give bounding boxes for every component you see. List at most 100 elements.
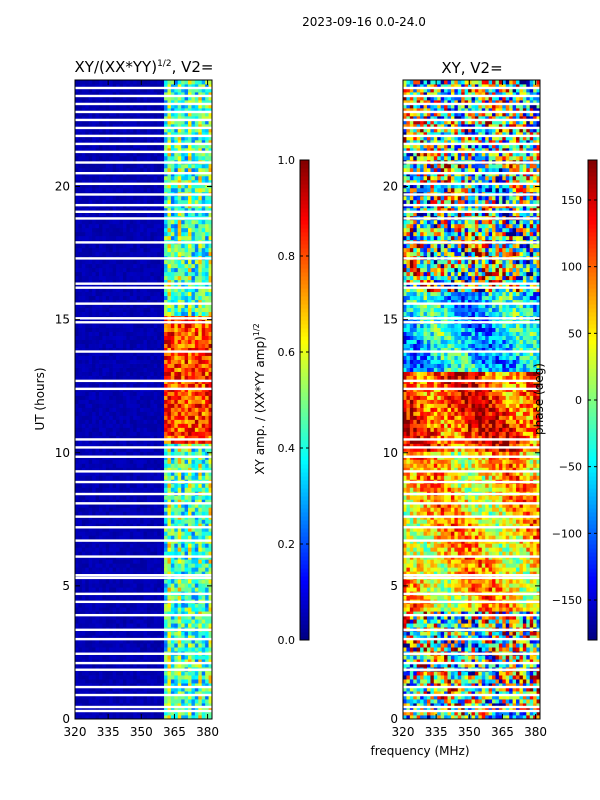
heatmap-cell [170,411,175,416]
heatmap-cell [88,495,93,500]
heatmap-cell [201,427,206,432]
heatmap-cell [98,331,103,336]
heatmap-cell [150,663,155,668]
heatmap-cell [160,595,165,600]
heatmap-cell [98,343,103,348]
heatmap-cell [98,523,103,528]
heatmap-cell [95,223,100,229]
heatmap-cell [140,383,144,388]
heatmap-cell [105,259,110,265]
heatmap-cell [112,391,117,396]
heatmap-cell [160,655,165,660]
heatmap-cell [188,695,192,700]
heatmap-cell [198,407,203,412]
heatmap-cell [81,363,86,368]
heatmap-cell [81,243,86,249]
heatmap-cell [92,663,96,668]
heatmap-cell [102,659,107,664]
heatmap-cell [102,483,107,488]
heatmap-cell [150,671,155,676]
heatmap-cell [129,243,134,249]
heatmap-cell [109,699,114,704]
heatmap-cell [198,399,203,404]
heatmap-cell [105,711,110,716]
heatmap-cell [143,311,148,317]
heatmap-cell [109,415,114,420]
heatmap-cell [92,563,96,568]
heatmap-cell [119,311,124,317]
heatmap-cell [205,307,209,313]
heatmap-cell [157,407,162,412]
heatmap-cell [129,671,134,676]
heatmap-cell [146,383,151,388]
heatmap-cell [194,507,199,512]
heatmap-cell [164,267,168,273]
heatmap-cell [78,335,83,340]
heatmap-cell [160,583,165,588]
heatmap-cell [98,715,103,720]
heatmap-cell [85,519,90,524]
heatmap-cell [112,699,117,704]
heatmap-cell [181,407,185,412]
heatmap-cell [164,659,168,664]
heatmap-cell [170,695,175,700]
heatmap-cell [188,463,192,468]
heatmap-cell [167,331,172,336]
heatmap-cell [133,643,138,648]
heatmap-cell [126,311,131,317]
heatmap-cell [143,647,148,652]
heatmap-cell [184,639,189,644]
heatmap-cell [95,687,100,692]
heatmap-cell [184,383,189,388]
heatmap-cell [170,371,175,376]
heatmap-cell [122,635,127,640]
heatmap-cell [116,355,120,360]
heatmap-cell [92,307,96,313]
heatmap-cell [88,231,93,237]
heatmap-cell [174,343,179,348]
heatmap-cell [153,535,158,540]
heatmap-cell [160,367,165,372]
heatmap-cell [88,579,93,584]
heatmap-cell [167,355,172,360]
heatmap-cell [140,535,144,540]
heatmap-cell [198,703,203,708]
heatmap-cell [75,623,79,628]
heatmap-cell [105,219,110,225]
heatmap-cell [181,695,185,700]
heatmap-cell [75,451,79,456]
heatmap-cell [109,483,114,488]
heatmap-cell [174,227,179,233]
heatmap-cell [167,635,172,640]
heatmap-cell [122,331,127,336]
heatmap-cell [170,531,175,536]
heatmap-cell [201,475,206,480]
heatmap-cell [205,311,209,317]
heatmap-cell [116,331,120,336]
heatmap-cell [205,595,209,600]
heatmap-cell [194,459,199,464]
heatmap-cell [167,427,172,432]
heatmap-cell [198,323,203,329]
heatmap-cell [184,267,189,273]
heatmap-cell [157,275,162,281]
heatmap-cell [116,647,120,652]
heatmap-cell [153,715,158,720]
heatmap-cell [102,407,107,412]
heatmap-cell [177,487,182,492]
heatmap-cell [78,659,83,664]
heatmap-cell [105,671,110,676]
heatmap-cell [160,679,165,684]
heatmap-cell [170,415,175,420]
heatmap-cell [143,519,148,524]
heatmap-cell [85,223,90,229]
heatmap-cell [174,423,179,428]
heatmap-cell [109,635,114,640]
heatmap-cell [78,547,83,552]
heatmap-cell [133,687,138,692]
heatmap-cell [119,519,124,524]
heatmap-cell [133,695,138,700]
heatmap-cell [126,459,131,464]
heatmap-cell [164,711,168,716]
heatmap-cell [140,275,144,281]
